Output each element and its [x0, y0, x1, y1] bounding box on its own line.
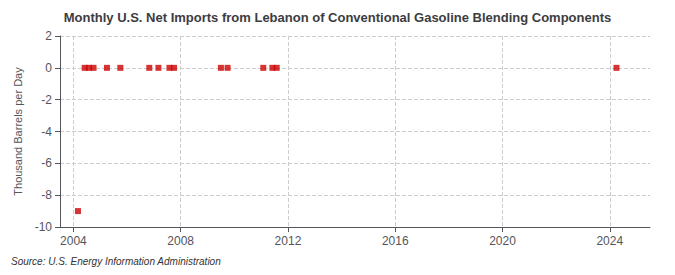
svg-text:2004: 2004 [60, 234, 87, 248]
svg-text:2008: 2008 [167, 234, 194, 248]
svg-text:2024: 2024 [596, 234, 623, 248]
svg-text:0: 0 [45, 61, 52, 75]
svg-text:Thousand Barrels per Day: Thousand Barrels per Day [12, 67, 24, 196]
svg-text:Source: U.S. Energy Informatio: Source: U.S. Energy Information Administ… [11, 256, 221, 267]
svg-text:2016: 2016 [382, 234, 409, 248]
svg-text:Monthly U.S. Net Imports from: Monthly U.S. Net Imports from Lebanon of… [64, 10, 611, 25]
svg-text:-10: -10 [35, 220, 53, 234]
svg-text:2012: 2012 [275, 234, 302, 248]
svg-text:-6: -6 [41, 156, 52, 170]
svg-text:2020: 2020 [489, 234, 516, 248]
svg-text:-4: -4 [41, 125, 52, 139]
svg-text:-8: -8 [41, 188, 52, 202]
svg-text:-2: -2 [41, 93, 52, 107]
svg-text:2: 2 [45, 29, 52, 43]
